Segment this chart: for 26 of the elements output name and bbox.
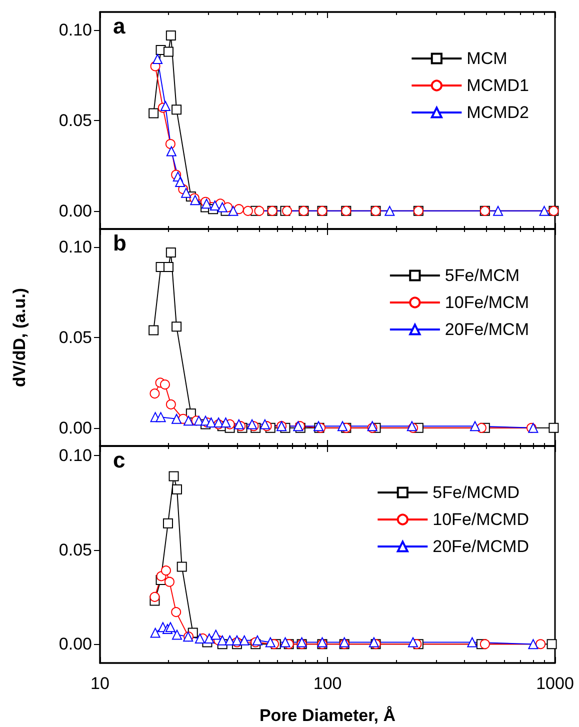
legend-label: MCMD2: [466, 103, 530, 122]
x-tick-label: 1000: [536, 674, 574, 693]
y-tick-label: 0.00: [58, 634, 92, 654]
legend-label: MCMD1: [466, 76, 530, 95]
x-tick-label: 100: [313, 674, 342, 693]
chart-title: a: [113, 14, 126, 38]
y-tick-label: 0.10: [58, 446, 92, 465]
legend-label: MCM: [466, 49, 508, 68]
y-tick-label: 0.05: [58, 111, 92, 130]
x-axis-title: Pore Diameter, Å: [259, 706, 396, 725]
legend-label: 10Fe/MCMD: [432, 510, 530, 529]
y-tick-label: 0.10: [58, 20, 92, 40]
chart-title: c: [113, 448, 126, 472]
x-tick-label: 10: [90, 674, 110, 693]
y-axis-title: dV/dD, (a.u.): [10, 288, 29, 388]
legend-label: 5Fe/MCMD: [432, 483, 520, 502]
y-tick-label: 0.00: [58, 418, 92, 438]
y-tick-label: 0.00: [58, 201, 92, 220]
y-tick-label: 0.05: [58, 540, 92, 560]
y-tick-label: 0.05: [58, 328, 92, 347]
legend-label: 5Fe/MCM: [444, 266, 520, 285]
y-tick-label: 0.10: [58, 238, 92, 257]
legend-label: 20Fe/MCM: [444, 320, 530, 339]
legend-label: 10Fe/MCM: [444, 293, 530, 312]
legend-label: 20Fe/MCMD: [432, 537, 530, 556]
chart-title: b: [113, 230, 126, 256]
